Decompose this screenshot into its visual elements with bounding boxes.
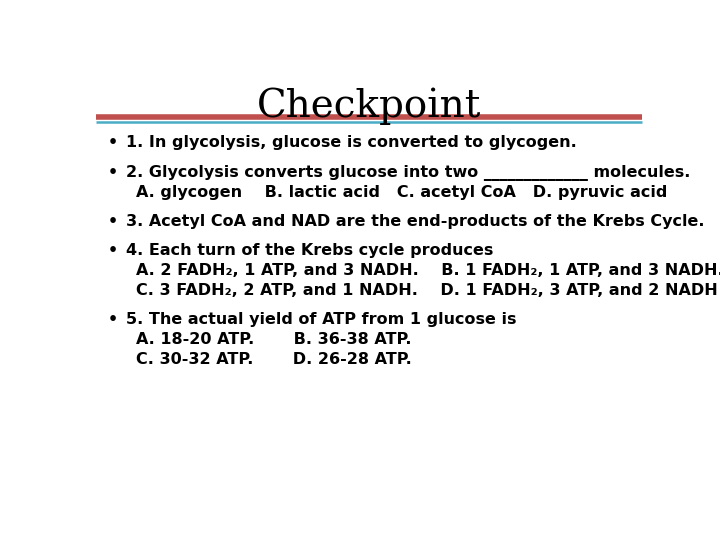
Text: Checkpoint: Checkpoint: [257, 87, 481, 125]
Text: •: •: [107, 136, 117, 151]
Text: •: •: [107, 312, 117, 327]
Text: 1. In glycolysis, glucose is converted to glycogen.: 1. In glycolysis, glucose is converted t…: [126, 136, 577, 151]
Text: C. 30-32 ATP.       D. 26-28 ATP.: C. 30-32 ATP. D. 26-28 ATP.: [136, 352, 412, 367]
Text: •: •: [107, 214, 117, 228]
Text: A. glycogen    B. lactic acid   C. acetyl CoA   D. pyruvic acid: A. glycogen B. lactic acid C. acetyl CoA…: [136, 185, 667, 200]
Text: •: •: [107, 165, 117, 180]
Text: A. 18-20 ATP.       B. 36-38 ATP.: A. 18-20 ATP. B. 36-38 ATP.: [136, 332, 411, 347]
Text: 3. Acetyl CoA and NAD are the end-products of the Krebs Cycle.: 3. Acetyl CoA and NAD are the end-produc…: [126, 214, 705, 228]
Text: 4. Each turn of the Krebs cycle produces: 4. Each turn of the Krebs cycle produces: [126, 243, 494, 258]
Text: A. 2 FADH₂, 1 ATP, and 3 NADH.    B. 1 FADH₂, 1 ATP, and 3 NADH.: A. 2 FADH₂, 1 ATP, and 3 NADH. B. 1 FADH…: [136, 263, 720, 278]
Text: 5. The actual yield of ATP from 1 glucose is: 5. The actual yield of ATP from 1 glucos…: [126, 312, 517, 327]
Text: C. 3 FADH₂, 2 ATP, and 1 NADH.    D. 1 FADH₂, 3 ATP, and 2 NADH: C. 3 FADH₂, 2 ATP, and 1 NADH. D. 1 FADH…: [136, 282, 718, 298]
Text: 2. Glycolysis converts glucose into two _____________ molecules.: 2. Glycolysis converts glucose into two …: [126, 165, 690, 180]
Text: •: •: [107, 243, 117, 258]
